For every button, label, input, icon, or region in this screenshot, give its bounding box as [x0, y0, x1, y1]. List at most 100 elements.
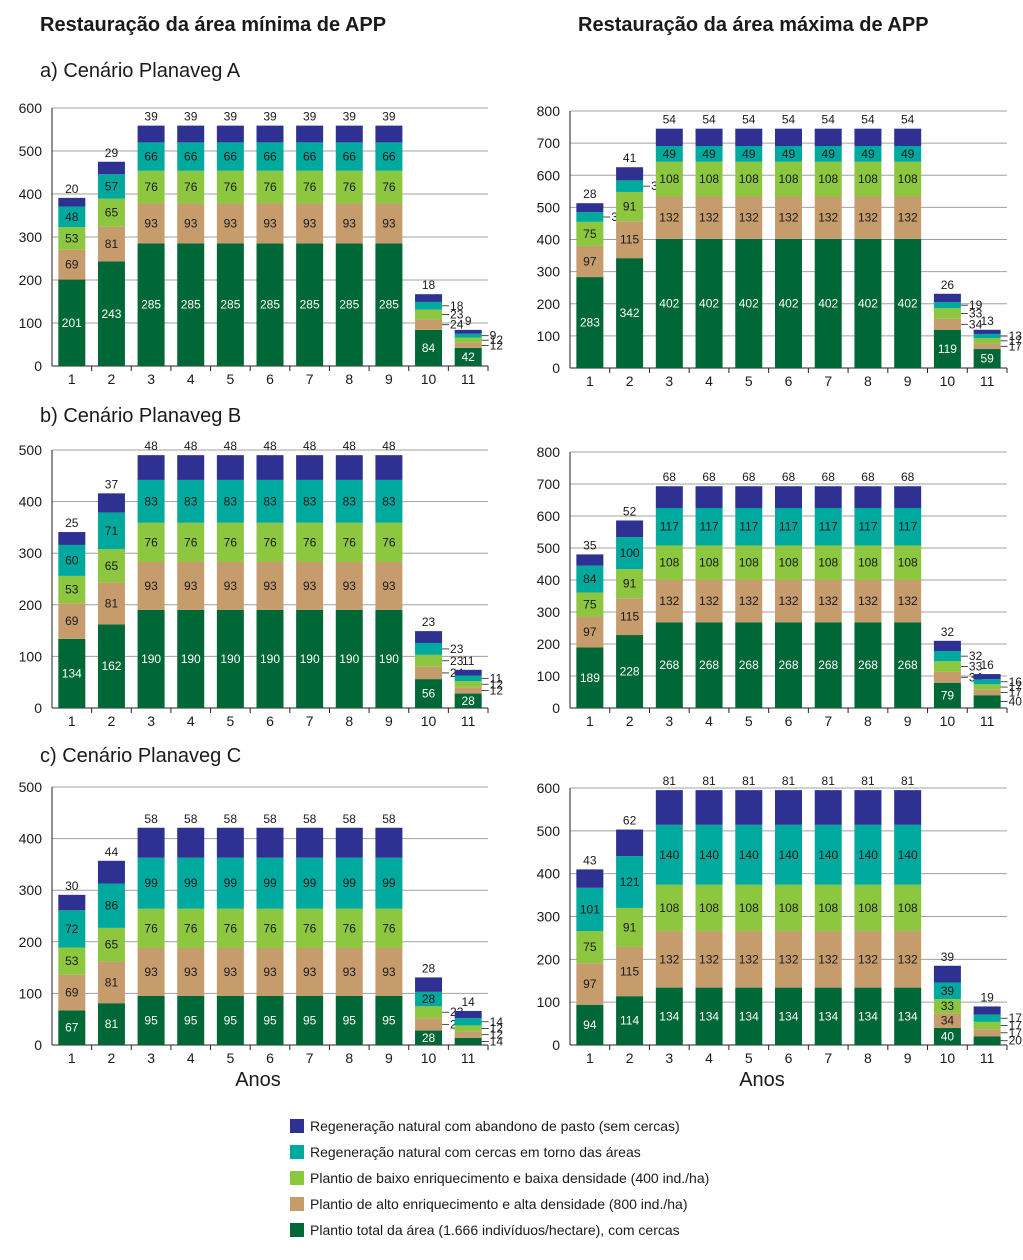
data-label: 48: [263, 439, 277, 453]
data-label: 95: [184, 1013, 198, 1027]
bar-segment: [137, 947, 165, 996]
data-label: 68: [742, 470, 756, 484]
bar-segment: [375, 947, 403, 996]
y-tick-label: 200: [19, 934, 43, 950]
bar-segment: [177, 827, 205, 858]
bar-segment: [576, 203, 604, 213]
data-label: 132: [699, 952, 719, 966]
bar-segment: [775, 238, 802, 368]
data-label: 14: [490, 1034, 504, 1048]
x-tick-label: 1: [68, 713, 76, 729]
bar-segment: [973, 338, 1001, 344]
bar-segment: [616, 635, 644, 708]
data-label: 99: [382, 876, 396, 890]
bar-segment: [616, 996, 644, 1045]
data-label: 35: [583, 538, 597, 552]
bar-segment: [177, 455, 205, 480]
y-tick-label: 400: [537, 572, 561, 588]
data-label: 132: [778, 211, 798, 225]
data-label: 190: [220, 652, 240, 666]
data-label: 43: [583, 853, 597, 867]
data-label: 20: [65, 182, 79, 196]
data-label: 12: [490, 333, 504, 347]
data-label: 19: [969, 298, 983, 312]
bar-segment: [695, 196, 723, 239]
bar-segment: [97, 860, 125, 884]
data-label: 76: [224, 535, 238, 549]
data-label: 140: [699, 848, 719, 862]
data-label: 190: [379, 652, 399, 666]
data-label: 26: [941, 278, 955, 292]
x-tick-label: 9: [385, 713, 393, 729]
bar-segment: [854, 884, 882, 932]
bar-segment: [296, 125, 324, 143]
data-label: 97: [583, 625, 597, 639]
bar-segment: [735, 486, 763, 508]
bar-segment: [177, 170, 205, 204]
data-label: 402: [898, 296, 918, 310]
data-label: 32: [969, 649, 983, 663]
bar-segment: [58, 532, 86, 545]
data-label: 132: [659, 594, 679, 608]
bar-segment: [415, 294, 443, 302]
data-label: 48: [224, 439, 238, 453]
bar-segment: [216, 142, 244, 171]
data-label: 140: [659, 848, 679, 862]
data-label: 93: [263, 216, 277, 230]
x-tick-label: 5: [745, 1050, 753, 1066]
bar-segment: [296, 827, 324, 858]
bar-segment: [695, 128, 723, 147]
data-label: 132: [858, 594, 878, 608]
data-label: 68: [702, 470, 716, 484]
bar-segment: [735, 884, 763, 932]
bar-segment: [454, 681, 482, 688]
bar-segment: [695, 931, 723, 988]
bar-segment: [894, 987, 922, 1045]
y-tick-label: 400: [537, 866, 561, 882]
bar-segment: [454, 347, 482, 366]
data-label: 190: [300, 652, 320, 666]
data-label: 54: [901, 113, 915, 127]
bar-segment: [735, 545, 763, 580]
data-label: 58: [184, 812, 198, 826]
data-label: 108: [858, 556, 878, 570]
data-label: 76: [382, 535, 396, 549]
bar-segment: [454, 333, 482, 338]
data-label: 84: [422, 341, 436, 355]
legend-item: Regeneração natural com cercas em torno …: [290, 1139, 709, 1165]
data-label: 23: [450, 642, 464, 656]
data-label: 81: [901, 774, 915, 788]
x-tick-label: 10: [421, 713, 437, 729]
data-label: 11: [462, 654, 475, 668]
bar-segment: [973, 689, 1001, 696]
y-tick-label: 200: [537, 636, 561, 652]
bar-segment: [415, 1018, 443, 1031]
data-label: 95: [303, 1013, 317, 1027]
bar-segment: [296, 203, 324, 244]
data-label: 93: [263, 965, 277, 979]
bar-segment: [616, 258, 644, 368]
bar-segment: [97, 198, 125, 227]
bar-segment: [576, 212, 604, 222]
bar-segment: [775, 622, 802, 708]
data-label: 132: [858, 952, 878, 966]
bar-segment: [335, 203, 363, 244]
data-label: 12: [490, 1028, 504, 1042]
data-label: 132: [818, 594, 838, 608]
data-label: 13: [1009, 329, 1023, 343]
data-label: 79: [941, 688, 955, 702]
x-tick-label: 10: [421, 371, 437, 387]
legend-label: Regeneração natural com cercas em torno …: [310, 1144, 641, 1160]
bar-segment: [296, 142, 324, 171]
data-label: 58: [303, 812, 317, 826]
x-tick-label: 11: [461, 371, 476, 387]
x-tick-label: 6: [266, 371, 274, 387]
y-tick-label: 100: [537, 668, 561, 684]
bar-segment: [97, 1003, 125, 1045]
data-label: 69: [65, 614, 79, 628]
y-tick-label: 0: [34, 700, 42, 716]
data-label: 115: [620, 610, 639, 624]
bar-segment: [296, 947, 324, 996]
data-label: 140: [858, 848, 878, 862]
scenario-a-title: a) Cenário Planaveg A: [40, 60, 241, 82]
